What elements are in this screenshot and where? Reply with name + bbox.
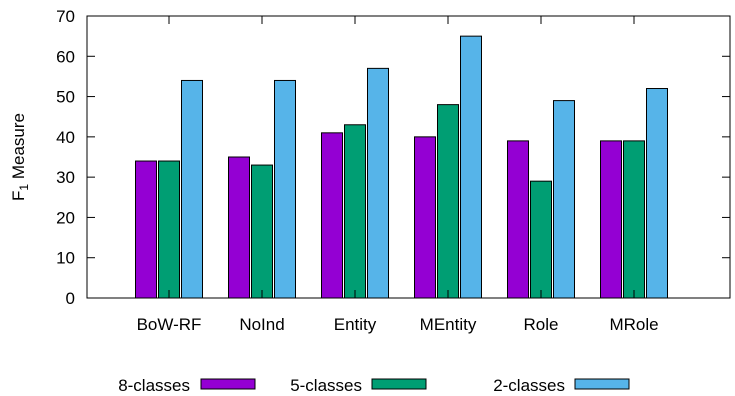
bar-8-classes-Role bbox=[507, 140, 529, 299]
legend-swatch bbox=[574, 378, 630, 390]
y-axis: 0 10 20 30 40 50 60 70 bbox=[56, 7, 730, 308]
y-tick-label: 60 bbox=[56, 47, 75, 66]
x-tick-label: MRole bbox=[609, 315, 658, 334]
x-axis: BoW-RF NoInd Entity MEntity Role MRole bbox=[137, 16, 659, 334]
bar-8-classes-MEntity bbox=[414, 136, 436, 299]
x-tick-label: MEntity bbox=[420, 315, 477, 334]
legend-label: 8-classes bbox=[118, 376, 190, 395]
x-tick-label: BoW-RF bbox=[137, 315, 202, 334]
y-tick-label: 10 bbox=[56, 249, 75, 268]
legend-swatch bbox=[371, 378, 427, 390]
legend-label: 5-classes bbox=[290, 376, 362, 395]
bar-5-classes-MRole bbox=[623, 140, 645, 299]
bar-8-classes-MRole bbox=[600, 140, 622, 299]
y-tick-label: 30 bbox=[56, 168, 75, 187]
x-tick-label: NoInd bbox=[239, 315, 284, 334]
bar-5-classes-BoW-RF bbox=[158, 160, 180, 299]
bar-5-classes-MEntity bbox=[437, 104, 459, 299]
bar-5-classes-Entity bbox=[344, 124, 366, 299]
bar-8-classes-BoW-RF bbox=[135, 160, 157, 299]
y-tick-label: 50 bbox=[56, 88, 75, 107]
y-axis-title: F1 Measure bbox=[9, 113, 31, 201]
bar-2-classes-MEntity bbox=[460, 35, 482, 299]
x-tick-label: Entity bbox=[334, 315, 377, 334]
bar-8-classes-Entity bbox=[321, 132, 343, 299]
legend: 8-classes 5-classes 2-classes bbox=[118, 376, 630, 395]
bar-2-classes-MRole bbox=[646, 88, 668, 299]
bar-5-classes-Role bbox=[530, 180, 552, 299]
bar-2-classes-BoW-RF bbox=[181, 79, 203, 299]
bars bbox=[135, 35, 668, 299]
legend-label: 2-classes bbox=[493, 376, 565, 395]
y-tick-label: 0 bbox=[66, 289, 75, 308]
y-tick-label: 40 bbox=[56, 128, 75, 147]
plot-frame bbox=[86, 15, 731, 299]
y-tick-label: 70 bbox=[56, 7, 75, 26]
bar-2-classes-Entity bbox=[367, 67, 389, 299]
bar-5-classes-NoInd bbox=[251, 164, 273, 299]
legend-swatch bbox=[200, 378, 256, 390]
x-tick-label: Role bbox=[524, 315, 559, 334]
bar-2-classes-Role bbox=[553, 100, 575, 299]
y-tick-label: 20 bbox=[56, 208, 75, 227]
bar-8-classes-NoInd bbox=[228, 156, 250, 299]
bar-2-classes-NoInd bbox=[274, 79, 296, 299]
